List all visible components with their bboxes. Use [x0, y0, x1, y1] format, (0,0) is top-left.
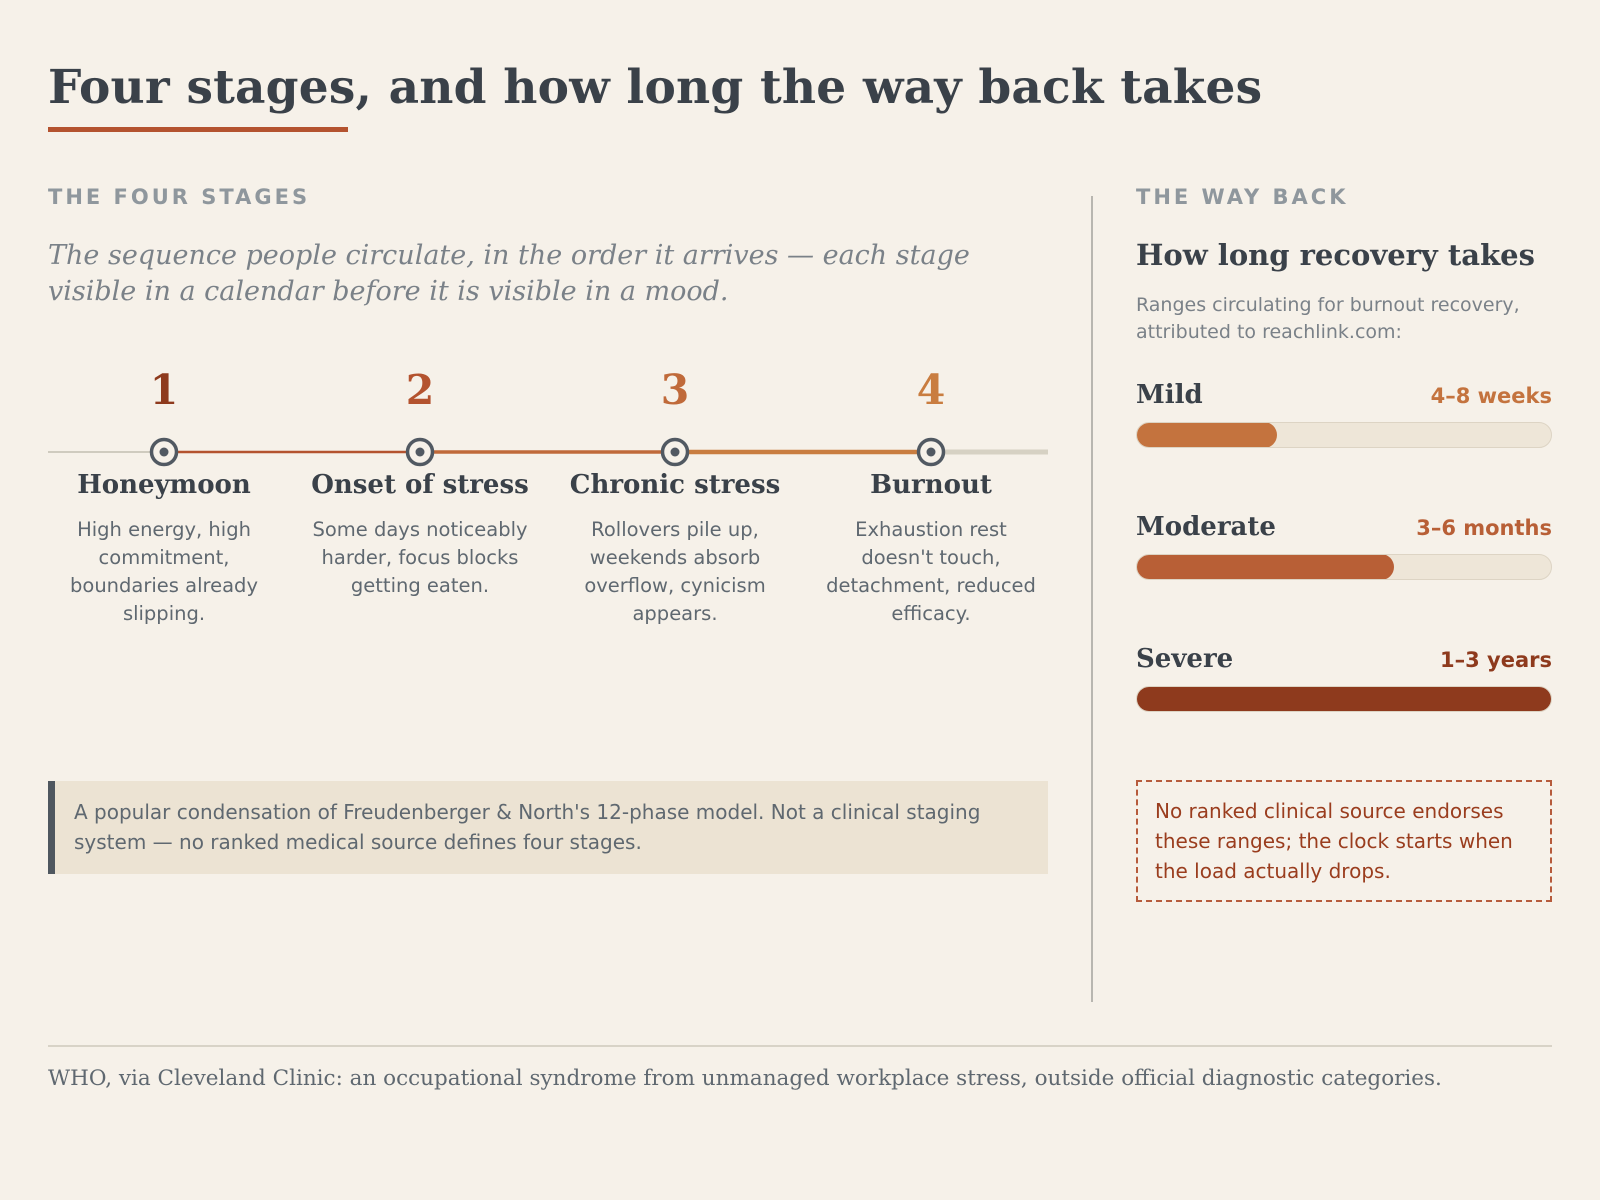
- recovery-range-moderate: Moderate 3–6 months: [1136, 512, 1552, 580]
- column-divider: [1091, 196, 1093, 1002]
- stage-1: 1 Honeymoon High energy, high commitment…: [52, 360, 276, 628]
- recovery-heading: How long recovery takes: [1136, 238, 1535, 272]
- way-back-eyebrow: THE WAY BACK: [1136, 185, 1349, 209]
- stages-eyebrow: THE FOUR STAGES: [48, 185, 311, 209]
- stage-description: High energy, high commitment, boundaries…: [70, 518, 258, 625]
- stage-name: Burnout: [870, 470, 992, 500]
- stage-number: 3: [660, 366, 690, 414]
- range-fill: [1137, 555, 1394, 579]
- range-value: 1–3 years: [1440, 648, 1552, 672]
- stage-marker-2: [405, 437, 435, 467]
- range-value: 3–6 months: [1416, 516, 1552, 540]
- range-track: [1136, 554, 1552, 580]
- stage-description: Exhaustion rest doesn't touch, detachmen…: [826, 518, 1036, 625]
- stage-marker-1: [149, 437, 179, 467]
- stage-description: Some days noticeably harder, focus block…: [312, 518, 528, 597]
- recovery-caveat: No ranked clinical source endorses these…: [1136, 780, 1552, 902]
- range-track: [1136, 686, 1552, 712]
- stage-name: Chronic stress: [569, 470, 781, 500]
- timeline-track: [48, 437, 1048, 467]
- stage-4: 4 Burnout Exhaustion rest doesn't touch,…: [819, 360, 1043, 628]
- stage-2: 2 Onset of stress Some days noticeably h…: [308, 360, 532, 600]
- footer-source: WHO, via Cleveland Clinic: an occupation…: [48, 1066, 1442, 1091]
- range-label: Moderate: [1136, 512, 1276, 542]
- stage-description: Rollovers pile up, weekends absorb overf…: [584, 518, 766, 625]
- stage-marker-3: [660, 437, 690, 467]
- range-track: [1136, 422, 1552, 448]
- stage-marker-4: [916, 437, 946, 467]
- range-value: 4–8 weeks: [1430, 384, 1552, 408]
- stages-intro: The sequence people circulate, in the or…: [48, 240, 970, 307]
- range-label: Severe: [1136, 644, 1234, 674]
- range-label: Mild: [1136, 380, 1203, 410]
- stage-number: 2: [405, 366, 435, 414]
- title-underline: [48, 127, 348, 132]
- model-note: A popular condensation of Freudenberger …: [48, 781, 1048, 874]
- range-fill: [1137, 687, 1551, 711]
- recovery-range-severe: Severe 1–3 years: [1136, 644, 1552, 712]
- recovery-subtitle: Ranges circulating for burnout recovery,…: [1136, 294, 1520, 343]
- range-fill: [1137, 423, 1277, 447]
- page-title: Four stages, and how long the way back t…: [48, 60, 1263, 115]
- stage-number: 4: [916, 366, 946, 414]
- footer-divider: [48, 1045, 1552, 1047]
- stage-name: Onset of stress: [311, 470, 529, 500]
- recovery-range-mild: Mild 4–8 weeks: [1136, 380, 1552, 448]
- stage-number: 1: [149, 366, 179, 414]
- stage-3: 3 Chronic stress Rollovers pile up, week…: [563, 360, 787, 628]
- stage-name: Honeymoon: [77, 470, 251, 500]
- stage-timeline: 1 Honeymoon High energy, high commitment…: [48, 360, 1048, 660]
